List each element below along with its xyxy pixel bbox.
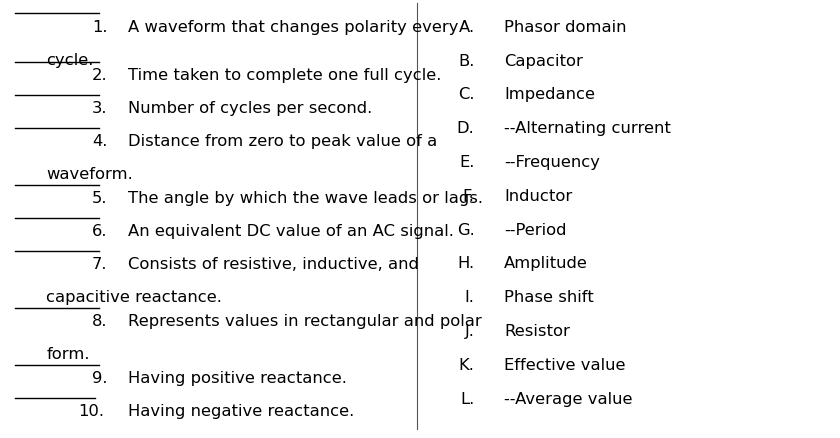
Text: A waveform that changes polarity every: A waveform that changes polarity every [128,20,458,35]
Text: Represents values in rectangular and polar: Represents values in rectangular and pol… [128,313,481,328]
Text: J.: J. [465,323,475,338]
Text: A.: A. [459,20,475,35]
Text: E.: E. [459,155,475,170]
Text: Consists of resistive, inductive, and: Consists of resistive, inductive, and [128,256,418,271]
Text: 8.: 8. [92,313,108,328]
Text: Distance from zero to peak value of a: Distance from zero to peak value of a [128,134,437,148]
Text: Phasor domain: Phasor domain [504,20,627,35]
Text: --Period: --Period [504,222,566,237]
Text: 9.: 9. [92,370,108,385]
Text: L.: L. [460,391,475,406]
Text: 4.: 4. [92,134,108,148]
Text: --Average value: --Average value [504,391,633,406]
Text: --Frequency: --Frequency [504,155,600,170]
Text: H.: H. [458,256,475,271]
Text: 3.: 3. [92,101,108,116]
Text: C.: C. [458,87,475,102]
Text: 1.: 1. [92,20,108,35]
Text: Capacitor: Capacitor [504,53,583,68]
Text: Impedance: Impedance [504,87,595,102]
Text: Time taken to complete one full cycle.: Time taken to complete one full cycle. [128,68,441,83]
Text: An equivalent DC value of an AC signal.: An equivalent DC value of an AC signal. [128,223,454,238]
Text: Having negative reactance.: Having negative reactance. [128,403,354,418]
Text: G.: G. [457,222,475,237]
Text: --Alternating current: --Alternating current [504,121,671,136]
Text: Phase shift: Phase shift [504,290,594,304]
Text: The angle by which the wave leads or lags.: The angle by which the wave leads or lag… [128,191,483,205]
Text: Resistor: Resistor [504,323,570,338]
Text: D.: D. [457,121,475,136]
Text: F.: F. [463,188,475,203]
Text: waveform.: waveform. [46,166,133,181]
Text: Having positive reactance.: Having positive reactance. [128,370,347,385]
Text: 5.: 5. [92,191,108,205]
Text: 2.: 2. [92,68,108,83]
Text: Amplitude: Amplitude [504,256,588,271]
Text: Number of cycles per second.: Number of cycles per second. [128,101,372,116]
Text: Effective value: Effective value [504,357,626,372]
Text: B.: B. [459,53,475,68]
Text: form.: form. [46,346,90,361]
Text: 6.: 6. [92,223,108,238]
Text: 10.: 10. [78,403,104,418]
Text: K.: K. [459,357,475,372]
Text: Inductor: Inductor [504,188,572,203]
Text: I.: I. [465,290,475,304]
Text: capacitive reactance.: capacitive reactance. [46,289,222,304]
Text: 7.: 7. [92,256,108,271]
Text: cycle.: cycle. [46,53,93,67]
